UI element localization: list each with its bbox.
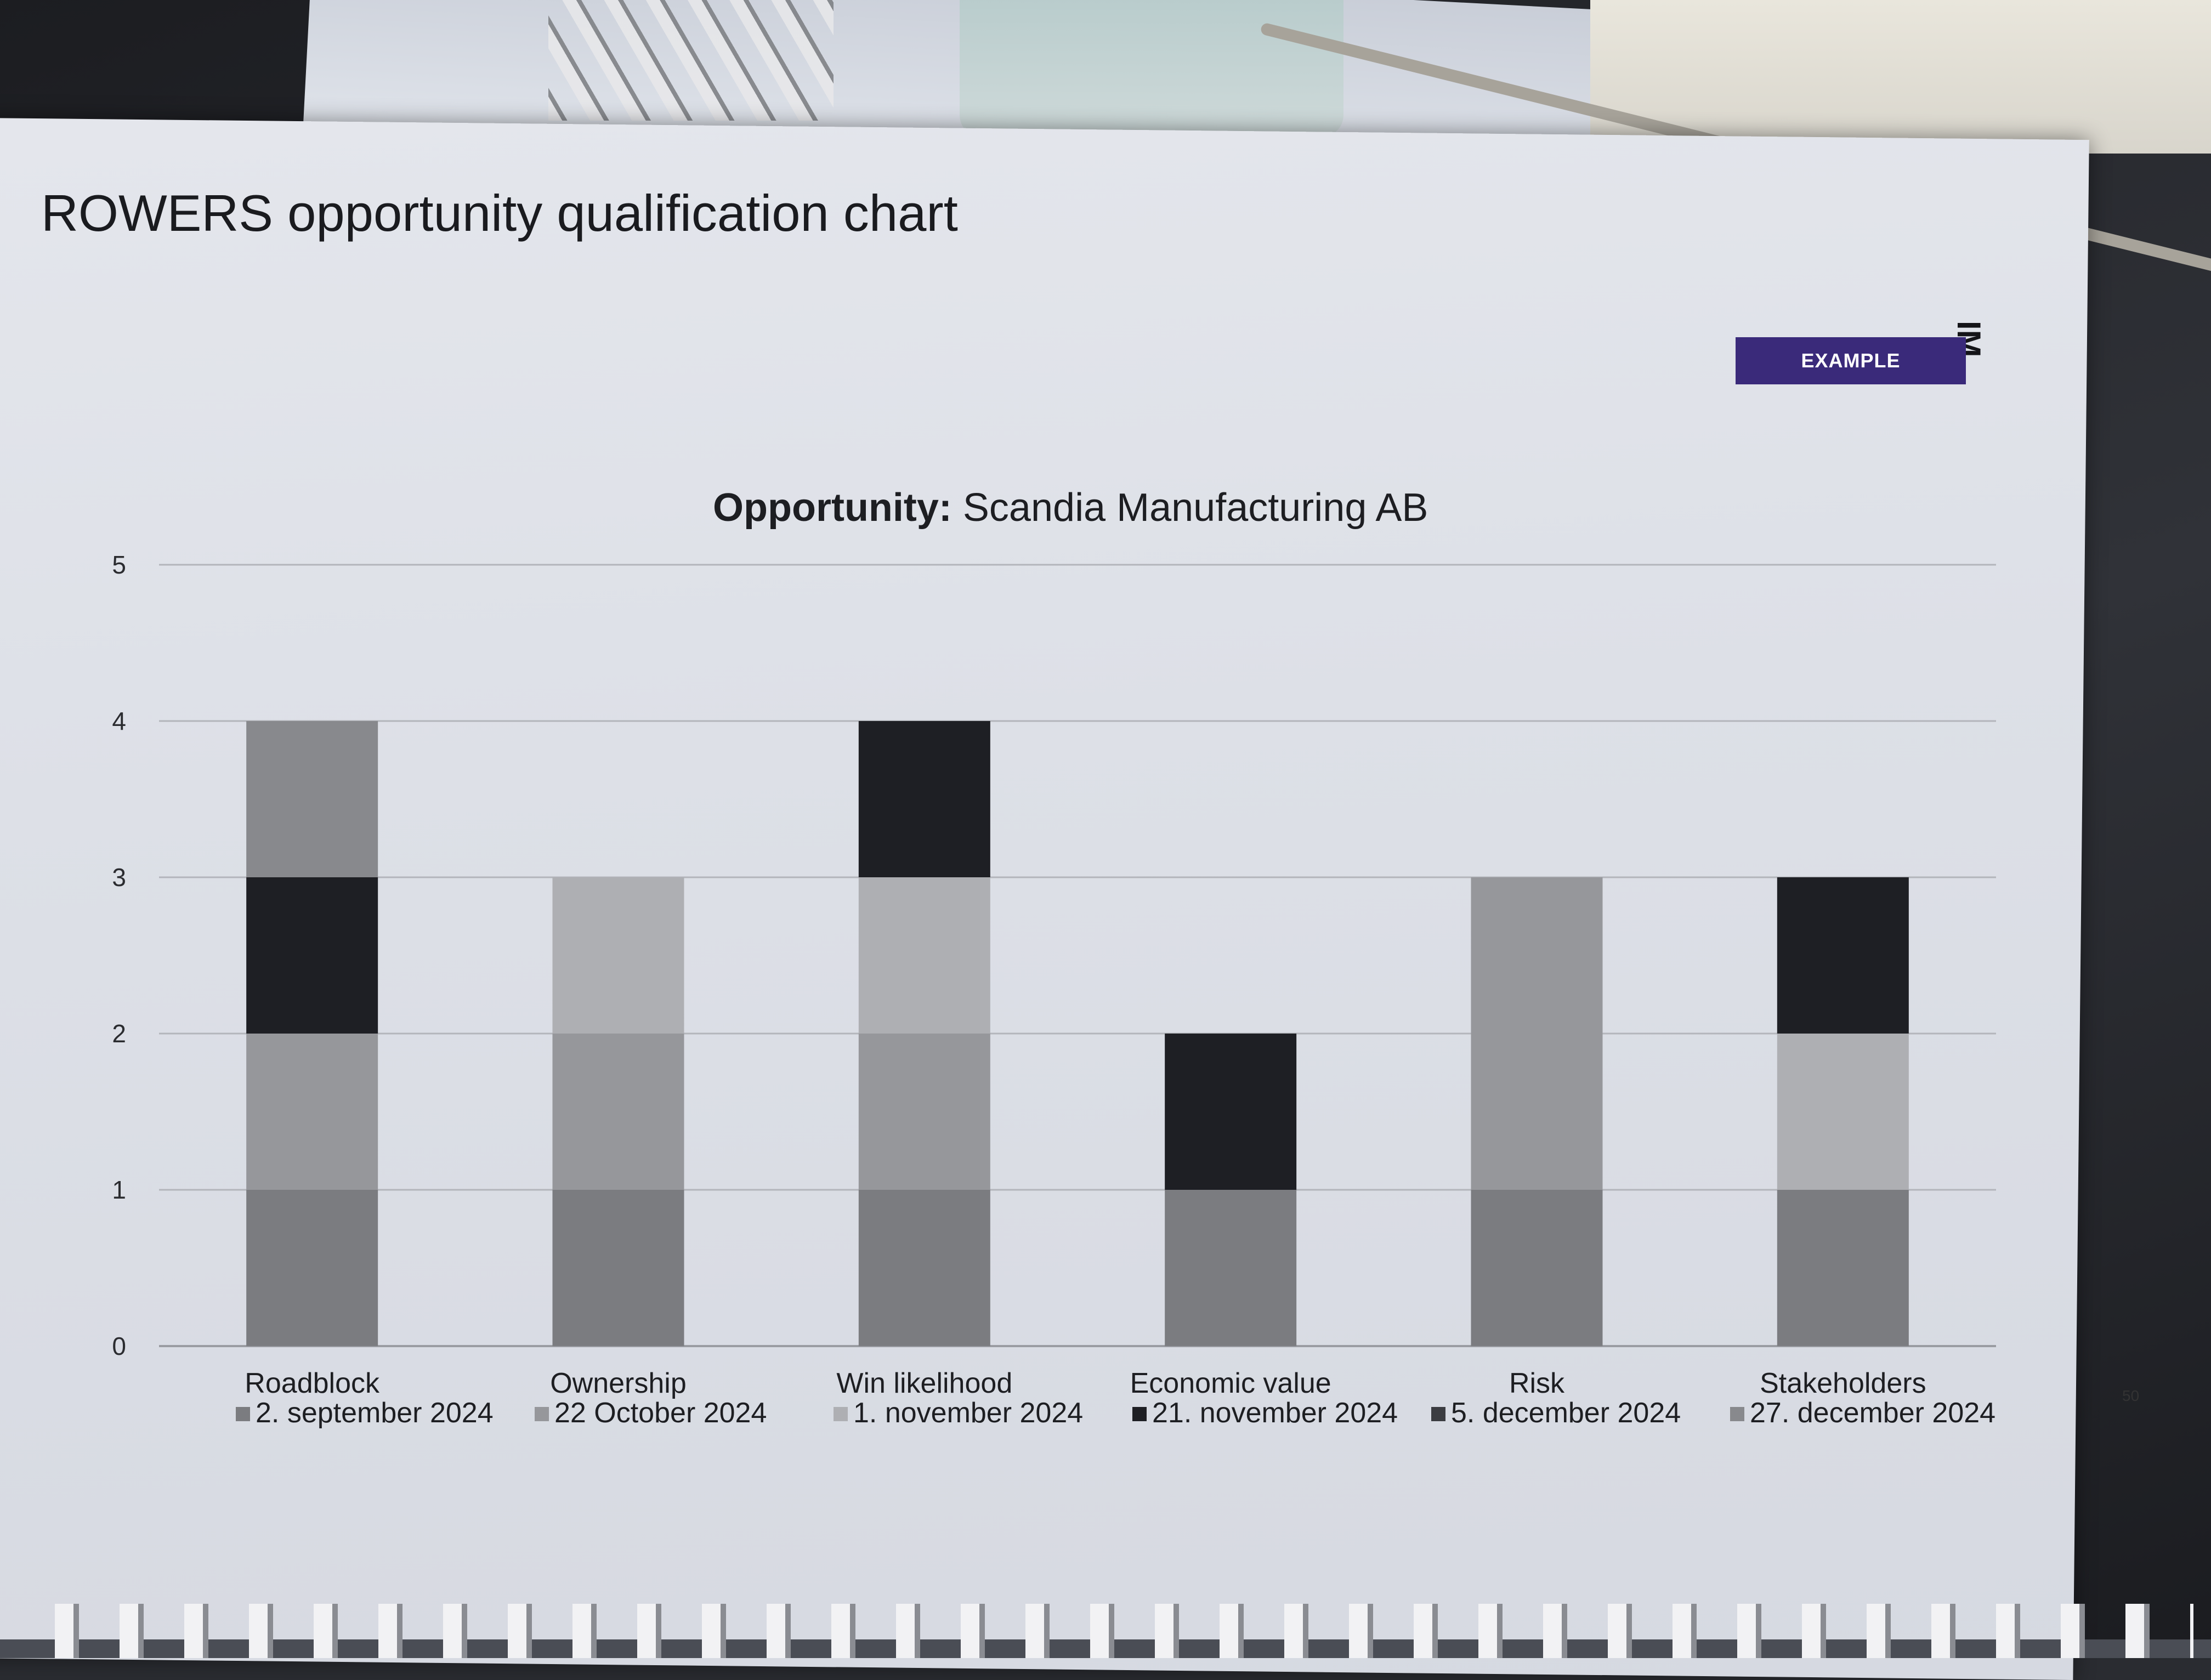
y-tick-label: 1 bbox=[112, 1176, 126, 1204]
glass-object bbox=[960, 0, 1343, 137]
legend: 2. september 2024 22 October 2024 1. novem… bbox=[236, 1397, 1995, 1429]
legend-label: 27. december 2024 bbox=[1750, 1397, 1995, 1429]
legend-label: 1. november 2024 bbox=[853, 1397, 1083, 1429]
y-axis-ticks: 0 1 2 3 4 5 bbox=[112, 550, 126, 1360]
bar-segment bbox=[1471, 1190, 1603, 1346]
legend-swatch bbox=[1730, 1407, 1744, 1421]
bar-segment bbox=[858, 721, 990, 877]
legend-label: 2. september 2024 bbox=[256, 1397, 494, 1429]
bar-segment bbox=[1471, 877, 1603, 1190]
bar-segment bbox=[1777, 1034, 1909, 1190]
legend-label: 22 October 2024 bbox=[554, 1397, 767, 1429]
y-tick-label: 3 bbox=[112, 863, 126, 892]
legend-label: 5. december 2024 bbox=[1451, 1397, 1681, 1429]
y-tick-label: 2 bbox=[112, 1019, 126, 1048]
example-badge: EXAMPLE bbox=[1736, 337, 1966, 384]
legend-swatch bbox=[1132, 1407, 1147, 1421]
bars bbox=[246, 721, 1909, 1346]
legend-swatch bbox=[1431, 1407, 1445, 1421]
bar-segment bbox=[858, 877, 990, 1034]
bar-segment bbox=[246, 877, 378, 1034]
category-label: Economic value bbox=[1130, 1367, 1331, 1399]
page-number: 50 bbox=[2122, 1387, 2140, 1404]
bar-segment bbox=[858, 1190, 990, 1346]
category-label: Ownership bbox=[550, 1367, 687, 1399]
category-label: Roadblock bbox=[245, 1367, 380, 1399]
bar-segment bbox=[552, 1190, 684, 1346]
bar-segment bbox=[246, 1034, 378, 1190]
legend-label: 21. november 2024 bbox=[1152, 1397, 1398, 1429]
legend-swatch bbox=[535, 1407, 549, 1421]
category-label: Stakeholders bbox=[1760, 1367, 1926, 1399]
chart-title-opportunity: Scandia Manufacturing AB bbox=[951, 486, 1428, 530]
bar-segment bbox=[1165, 1034, 1297, 1190]
chart-title: Opportunity: Scandia Manufacturing AB bbox=[713, 485, 1428, 530]
bar-segment bbox=[858, 1034, 990, 1190]
legend-swatch bbox=[236, 1407, 250, 1421]
bar-segment bbox=[246, 1190, 378, 1346]
y-tick-label: 5 bbox=[112, 550, 126, 579]
bar-segment bbox=[552, 1034, 684, 1190]
page-title: ROWERS opportunity qualification chart bbox=[41, 184, 958, 242]
spiral-binding bbox=[55, 1604, 2193, 1658]
chart-title-label: Opportunity: bbox=[713, 486, 952, 530]
cream-surface bbox=[1590, 0, 2211, 154]
grid-lines bbox=[159, 564, 1996, 1347]
legend-swatch bbox=[834, 1407, 848, 1421]
bar-segment bbox=[1777, 877, 1909, 1034]
y-tick-label: 4 bbox=[112, 707, 126, 735]
y-tick-label: 0 bbox=[112, 1332, 126, 1360]
category-label: Risk bbox=[1509, 1367, 1565, 1399]
bar-segment bbox=[246, 721, 378, 877]
bar-segment bbox=[1777, 1190, 1909, 1346]
category-label: Win likelihood bbox=[836, 1367, 1012, 1399]
notebook-spiral-top bbox=[548, 0, 834, 121]
x-axis-categories: Roadblock Ownership Win likelihood Economic… bbox=[245, 1367, 1926, 1399]
bar-segment bbox=[552, 877, 684, 1034]
bar-segment bbox=[1165, 1190, 1297, 1346]
